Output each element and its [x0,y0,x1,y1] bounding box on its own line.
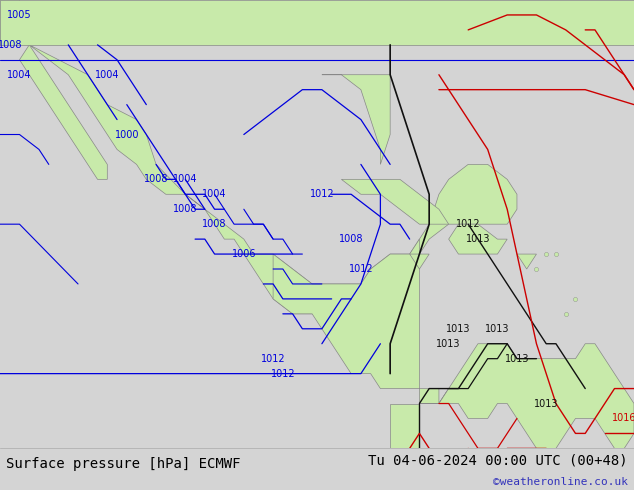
Polygon shape [449,224,507,254]
Text: 1008: 1008 [144,174,168,184]
Text: 1004: 1004 [202,189,227,199]
Polygon shape [420,344,634,448]
Text: 1013: 1013 [446,324,470,334]
Text: 1012: 1012 [271,368,295,379]
Text: Surface pressure [hPa] ECMWF: Surface pressure [hPa] ECMWF [6,457,241,471]
Text: 1008: 1008 [339,234,363,244]
Text: Tu 04-06-2024 00:00 UTC (00+48): Tu 04-06-2024 00:00 UTC (00+48) [368,453,628,467]
Text: 1008: 1008 [0,40,22,50]
Text: 1004: 1004 [7,70,32,80]
Polygon shape [0,0,634,45]
Text: 1016: 1016 [612,414,634,423]
Text: 1013: 1013 [436,339,461,349]
Text: 1012: 1012 [309,189,334,199]
Polygon shape [0,0,517,314]
Polygon shape [273,239,536,404]
Text: 1008: 1008 [173,204,198,214]
Text: 1000: 1000 [115,129,139,140]
Polygon shape [410,254,429,269]
Polygon shape [322,75,390,165]
Text: 1013: 1013 [485,324,510,334]
Text: 1004: 1004 [95,70,120,80]
Polygon shape [341,179,449,224]
Text: ©weatheronline.co.uk: ©weatheronline.co.uk [493,477,628,487]
Text: 1013: 1013 [466,234,490,244]
Text: 1012: 1012 [261,354,285,364]
Text: 1006: 1006 [231,249,256,259]
Text: 1012: 1012 [456,219,481,229]
Text: 1012: 1012 [349,264,373,274]
Polygon shape [20,45,107,179]
Polygon shape [517,254,536,269]
Polygon shape [390,404,420,448]
Text: 1004: 1004 [173,174,198,184]
Text: 1005: 1005 [7,10,32,20]
Text: 1013: 1013 [534,398,559,409]
Text: 1008: 1008 [202,219,227,229]
Text: 1013: 1013 [505,354,529,364]
